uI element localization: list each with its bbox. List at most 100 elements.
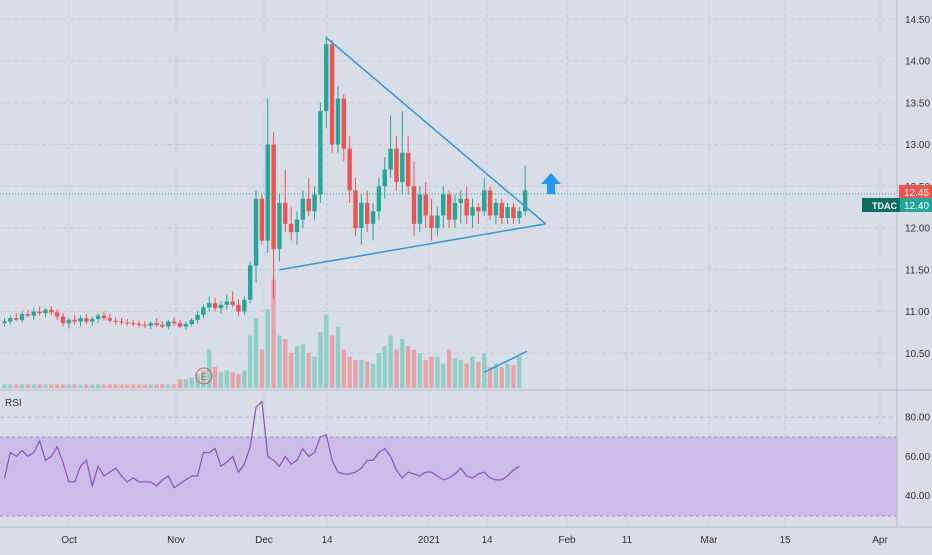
candle-body [90,319,95,322]
time-axis[interactable]: Oct Nov Dec 14 2021 14 Feb 11 Mar 15 Apr [61,535,888,546]
volume-bar [382,346,387,388]
volume-bar [441,363,446,388]
candle-body [464,198,469,216]
candle-body [446,194,452,220]
volume-bar [312,356,317,388]
rsi-axis[interactable]: 80.00 60.00 40.00 [905,413,930,502]
price-tick-label: 11.50 [905,265,930,276]
volume-bar [470,356,475,388]
candle-body [31,311,36,316]
price-tick-label: 12.00 [905,224,930,235]
candle-body [248,265,253,300]
volume-bar [2,384,7,388]
time-tick-label: 11 [622,535,633,546]
candle-body [487,190,493,216]
price-tick-label: 14.00 [905,57,930,68]
candle-body [54,312,60,317]
candle-body [429,215,434,228]
candle-body [78,318,83,322]
time-tick-label: 15 [779,535,791,546]
candle-body [66,319,72,324]
candle-body [341,98,346,149]
candle-body [318,111,323,195]
triangle-lower-line[interactable] [279,223,546,271]
candle-body [400,152,405,183]
candle-body [359,202,364,228]
candle-body [25,314,31,316]
volume-bar [8,384,13,388]
candle-body [230,301,235,305]
volume-bar [218,372,224,388]
candle-body [218,304,224,309]
volume-bar [189,377,194,388]
candle-body [335,98,341,145]
volume-bar [253,318,259,388]
candle-body [224,301,229,305]
volume-bar [107,384,112,388]
volume-bar [300,344,306,388]
candle-body [365,202,370,224]
symbol-badge [862,198,900,212]
volume-bar [452,358,458,388]
candle-body [148,323,153,326]
volume-bar [212,367,218,388]
volume-bar [464,363,469,388]
volume-bar [388,335,393,388]
time-tick-label: 2021 [418,535,441,546]
volume-bar [60,384,66,388]
volume-bar [283,339,288,388]
candle-body [288,223,294,233]
price-tick-label: 14.50 [905,15,930,26]
candle-body [511,207,516,218]
candle-body [8,318,13,322]
volume-bar [294,346,300,388]
volume-trend-line[interactable] [483,350,528,373]
volume-bar [353,360,358,388]
candle-body [201,307,206,315]
candle-body [265,144,270,241]
candle-body [160,324,165,327]
candle-body [207,303,212,308]
volume-bar [511,365,516,388]
volume-bar [14,384,19,388]
volume-bar [458,360,463,388]
volume-bar [359,360,364,388]
candle-body [242,299,247,312]
time-tick-label: 14 [321,535,333,546]
volume-bar [482,353,487,388]
volume-bar [25,384,31,388]
volume-bar [277,335,282,388]
candle-body [470,207,475,216]
volume-bar [142,384,148,388]
volume-bar [265,309,270,388]
candle-body [300,198,306,220]
rsi-tick-label: 80.00 [905,413,930,424]
triangle-upper-line[interactable] [325,37,547,225]
volume-bar [19,384,25,388]
volume-bar [90,384,95,388]
candle-body [84,318,89,322]
price-tick-label: 11.00 [905,307,930,318]
volume-bar [248,335,253,388]
candle-body [60,316,66,324]
candle-body [517,211,522,218]
candle-body [505,207,510,218]
price-tick-label: 13.00 [905,140,930,151]
candle-body [271,144,276,249]
candle-body [177,323,183,327]
volume-bar [411,349,417,388]
candle-body [522,190,528,212]
candle-body [101,315,107,319]
drawings[interactable] [279,37,547,373]
candle-body [417,194,423,224]
volume-bar [171,384,177,388]
candle-body [171,321,177,324]
volume-bar [376,353,382,388]
time-tick-label: Nov [167,535,185,546]
candle-body [324,44,329,112]
earnings-marker-icon[interactable] [195,367,213,385]
last-price-badge [899,185,932,199]
candles [2,35,528,330]
